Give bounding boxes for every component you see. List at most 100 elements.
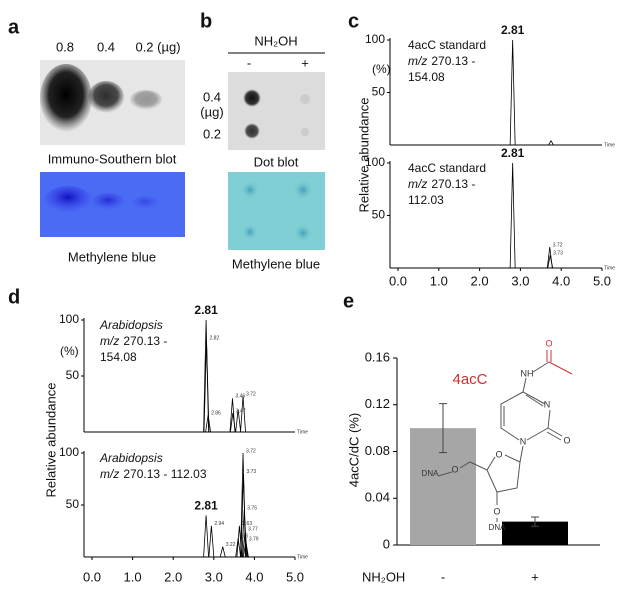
atom-label: O <box>493 506 500 516</box>
time-label: Time <box>604 142 615 148</box>
x-tick-label: 5.0 <box>286 569 304 584</box>
trace-label: 154.08 <box>100 350 137 364</box>
peak <box>205 415 212 433</box>
methylene-blue-dots <box>228 172 325 250</box>
bond <box>500 377 551 441</box>
atom-label: N <box>544 399 551 409</box>
atom-label: O <box>545 338 552 348</box>
y-tick-label: 0 <box>383 536 390 551</box>
atom-label: O <box>451 464 458 474</box>
plus: + <box>301 55 309 70</box>
trace-label: m/z 270.13 - 112.03 <box>100 467 207 481</box>
transition: 270.13 - 112.03 <box>123 467 207 481</box>
peak <box>242 541 249 558</box>
amount: 0.4 <box>97 39 115 54</box>
bond <box>486 445 524 493</box>
y-tick-label: 100 <box>365 155 385 169</box>
y-tick-label: 0.08 <box>365 443 390 458</box>
trace-label: m/z 270.13 - <box>408 177 475 191</box>
peak-label: 3.79 <box>249 537 259 543</box>
dot-blot <box>228 72 325 150</box>
trace-label: 4acC standard <box>408 38 486 52</box>
peak-label: 3.47 <box>236 408 246 414</box>
peak <box>203 340 210 433</box>
y-axis-label: Relative abundance <box>356 98 371 213</box>
trace-label: 4acC standard <box>408 161 486 175</box>
peak-label: 3.72 <box>553 242 563 248</box>
time-label: Time <box>604 265 615 271</box>
trace-label: Arabidopsis <box>99 318 163 332</box>
minus: - <box>247 55 251 70</box>
error-bar <box>531 516 539 527</box>
structure-name: 4acC <box>452 371 487 388</box>
peak <box>547 255 554 269</box>
peak-label: 2.82 <box>209 335 219 341</box>
caption: Methylene blue <box>68 249 156 264</box>
peak-label: 2.81 <box>501 146 525 160</box>
transition: 270.13 - <box>123 334 167 348</box>
transition: 270.13 - <box>431 177 475 191</box>
peak-label: 3.72 <box>246 391 256 397</box>
peak-label: 3.22 <box>226 542 236 548</box>
x-tick-label: - <box>441 569 445 584</box>
y-tick-label: 0.16 <box>365 349 390 364</box>
trace-label: Arabidopsis <box>99 451 163 465</box>
bond <box>532 361 550 373</box>
methylene-blue-gel <box>40 172 185 237</box>
y-tick-label: 50 <box>66 368 80 382</box>
peak-label: 3.75 <box>247 506 257 512</box>
southern-blot <box>40 60 185 145</box>
atom-label: O <box>563 435 570 445</box>
x-tick-label: + <box>531 569 539 584</box>
y-unit: (%) <box>372 62 391 76</box>
x-tick-label: 1.0 <box>430 273 448 288</box>
peak-label: 3.73 <box>246 469 256 475</box>
amount: 0.8 <box>56 39 74 54</box>
peak <box>235 409 242 433</box>
x-tick-label: 2.0 <box>164 569 182 584</box>
panel-letter: b <box>200 10 212 32</box>
bond <box>459 461 488 471</box>
peak <box>229 412 236 433</box>
peak <box>548 140 554 146</box>
peak <box>219 546 226 558</box>
caption: Methylene blue <box>232 256 320 271</box>
trace-label: 112.03 <box>408 193 444 207</box>
y-tick-label: 50 <box>372 85 386 99</box>
mz-label: m/z <box>100 334 119 348</box>
peak <box>509 39 516 146</box>
trace-label: m/z 270.13 - <box>100 334 167 348</box>
x-tick-label: 1.0 <box>124 569 142 584</box>
y-tick-label: 100 <box>59 445 79 459</box>
treatment: NH₂OH <box>254 33 297 48</box>
y-tick-label: 0.04 <box>365 490 390 505</box>
atom-label: O <box>495 449 502 459</box>
atom-label: N <box>520 436 527 446</box>
trace-label: 154.08 <box>408 70 445 84</box>
y-unit: (%) <box>60 344 79 358</box>
x-tick-label: 3.0 <box>205 569 223 584</box>
y-tick-label: 50 <box>66 497 80 511</box>
x-tick-label: 0.0 <box>389 273 407 288</box>
x-tick-label: 3.0 <box>511 273 529 288</box>
y-axis-label: 4acC/dC (%) <box>346 413 361 487</box>
peak-label: 2.81 <box>194 499 218 513</box>
x-tick-label: 5.0 <box>593 273 611 288</box>
peak-label: 2.94 <box>214 521 224 527</box>
caption: Dot blot <box>254 154 299 169</box>
y-tick-label: 100 <box>59 312 79 326</box>
x-tick-label: 4.0 <box>552 273 570 288</box>
time-label: Time <box>297 429 308 435</box>
panel-letter: a <box>8 16 20 38</box>
mz-label: m/z <box>100 467 119 481</box>
error-bar <box>439 403 447 454</box>
x-axis-label: NH₂OH <box>362 569 405 584</box>
peak-label: 3.72 <box>246 448 256 454</box>
peak-label: 3.77 <box>248 526 258 532</box>
atom-label: NH <box>521 368 534 378</box>
atom-label: DNA <box>422 469 440 478</box>
structure <box>437 350 573 522</box>
transition: 270.13 - <box>431 54 475 68</box>
atom-label: DNA <box>489 523 507 532</box>
peak <box>203 515 209 558</box>
